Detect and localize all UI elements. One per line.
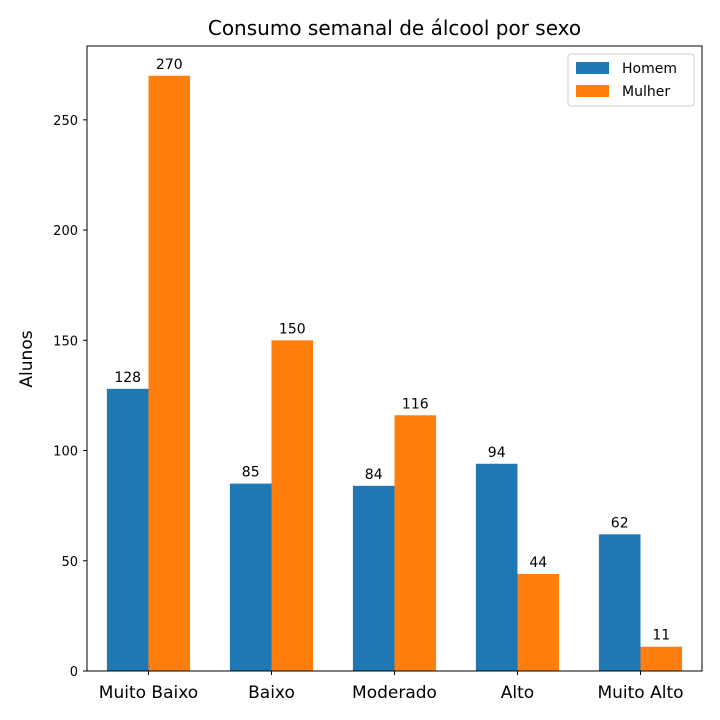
x-tick-label: Alto xyxy=(501,683,534,703)
data-label-homem-4: 62 xyxy=(611,515,629,531)
data-label-homem-0: 128 xyxy=(114,370,141,386)
legend-label-homem: Homem xyxy=(622,61,677,77)
y-tick-label: 150 xyxy=(53,334,78,349)
data-label-mulher-4: 11 xyxy=(652,628,670,644)
y-tick-label: 50 xyxy=(61,555,78,570)
bar-homem-1 xyxy=(229,483,272,671)
bar-homem-3 xyxy=(475,463,518,671)
y-axis: 0 50 100 150 200 250 xyxy=(53,114,87,680)
y-tick-label: 250 xyxy=(53,114,78,129)
bar-mulher-3 xyxy=(517,573,560,671)
data-label-mulher-0: 270 xyxy=(156,57,183,73)
legend-swatch-mulher xyxy=(576,85,609,97)
data-label-homem-1: 85 xyxy=(242,465,260,481)
data-label-mulher-3: 44 xyxy=(529,555,547,571)
x-tick-label: Baixo xyxy=(248,683,295,703)
x-axis: Muito Baixo Baixo Moderado Alto Muito Alto xyxy=(99,671,684,703)
x-tick-label: Muito Baixo xyxy=(99,683,198,703)
data-label-mulher-1: 150 xyxy=(279,321,306,337)
bar-homem-0 xyxy=(106,388,149,671)
y-tick-label: 100 xyxy=(53,445,78,460)
bar-mulher-1 xyxy=(271,340,314,671)
x-tick-label: Moderado xyxy=(352,683,437,703)
bar-mulher-2 xyxy=(394,415,437,671)
legend: Homem Mulher xyxy=(567,53,695,107)
legend-swatch-homem xyxy=(576,62,609,74)
data-label-homem-3: 94 xyxy=(488,445,506,461)
legend-label-mulher: Mulher xyxy=(622,84,670,100)
y-axis-label: Alunos xyxy=(17,330,37,387)
plot-frame xyxy=(86,45,703,672)
bar-mulher-4 xyxy=(640,646,683,671)
data-labels-group: 128 270 85 150 84 116 94 44 62 11 xyxy=(114,57,670,644)
bar-homem-4 xyxy=(598,534,641,671)
y-tick-label: 0 xyxy=(70,665,78,680)
bar-mulher-0 xyxy=(148,75,191,671)
y-tick-label: 200 xyxy=(53,224,78,239)
bar-homem-2 xyxy=(352,485,395,671)
data-label-mulher-2: 116 xyxy=(402,396,429,412)
data-label-homem-2: 84 xyxy=(365,467,383,483)
bars-group xyxy=(106,75,683,671)
x-tick-label: Muito Alto xyxy=(597,683,683,703)
chart-title: Consumo semanal de álcool por sexo xyxy=(208,16,581,40)
